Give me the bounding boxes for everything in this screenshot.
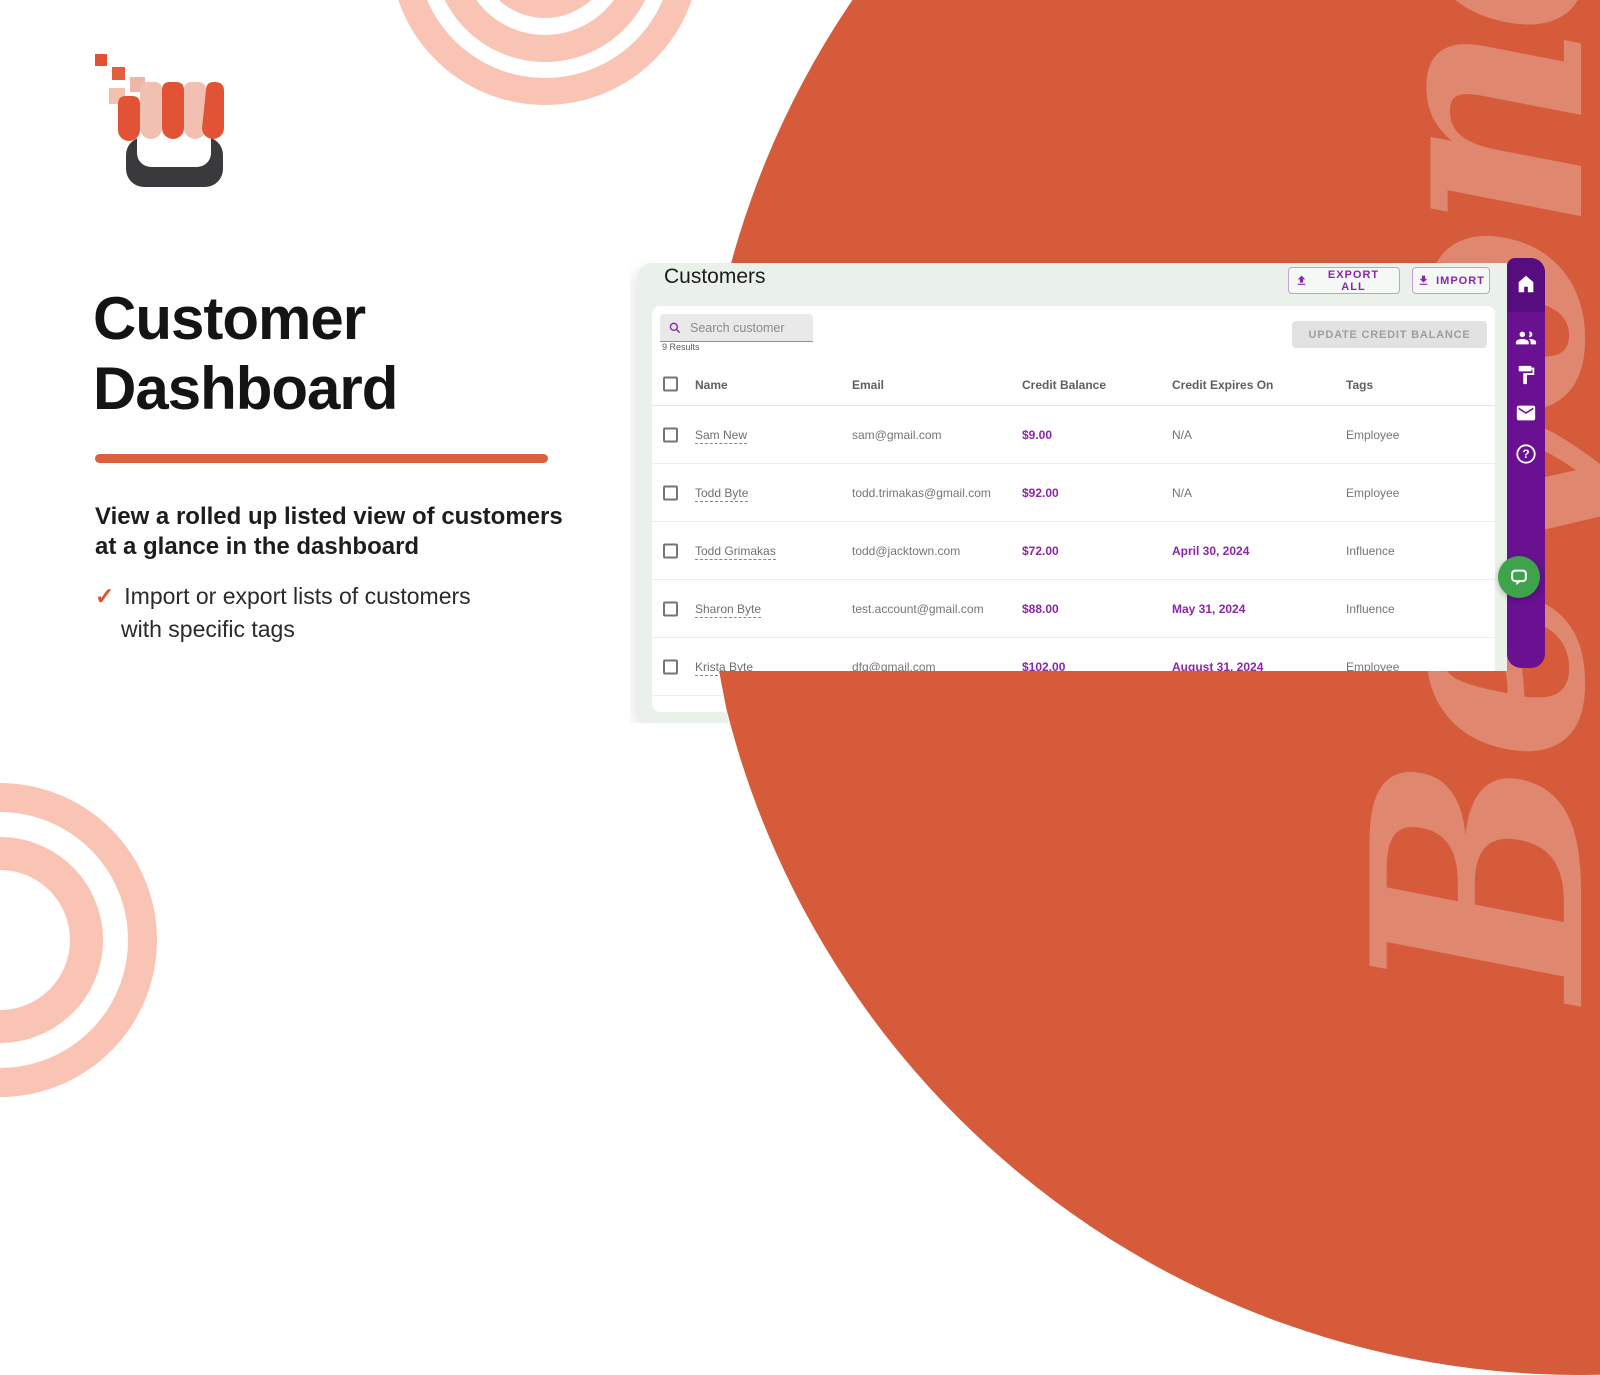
feature-bullet: ✓ Import or export lists of customers wit… [95, 580, 471, 646]
column-header-name: Name [695, 378, 728, 392]
row-checkbox[interactable] [663, 543, 678, 558]
import-button[interactable]: IMPORT [1412, 267, 1490, 294]
export-all-button[interactable]: EXPORT ALL [1288, 267, 1400, 294]
column-header-balance: Credit Balance [1022, 378, 1107, 392]
row-checkbox[interactable] [663, 427, 678, 442]
customer-name-link[interactable]: Todd Byte [695, 485, 749, 502]
upload-icon [1297, 275, 1306, 285]
customer-tag: Influence [1346, 601, 1395, 616]
credit-expires-on: August 31, 2024 [1172, 659, 1264, 674]
paint-roller-icon[interactable] [1515, 364, 1537, 386]
home-icon[interactable] [1515, 273, 1537, 295]
storefront-logo [95, 54, 224, 187]
feature-bullet-text2: with specific tags [121, 616, 295, 642]
page-title-line1: Customer [93, 285, 366, 352]
credit-expires-on: May 31, 2024 [1172, 601, 1246, 616]
credit-expires-on: N/A [1172, 427, 1193, 442]
table-row: Sam New sam@gmail.com $9.00 N/A Employee [652, 405, 1495, 464]
customer-email: sam@gmail.com [852, 427, 942, 442]
results-count: 9 Results [662, 342, 700, 352]
search-field[interactable] [660, 314, 813, 342]
table-row: Todd Byte todd.trimakas@gmail.com $92.00 N/… [652, 464, 1495, 522]
customer-tag: Employee [1346, 427, 1400, 442]
customer-name-link[interactable]: Sharon Byte [695, 601, 762, 618]
page-title: Customer Dashboard [93, 284, 398, 424]
row-checkbox[interactable] [663, 659, 678, 674]
hero-subtitle: View a rolled up listed view of customer… [95, 502, 563, 562]
hero-subtitle-line1: View a rolled up listed view of customer… [95, 503, 563, 530]
table-body: Sam New sam@gmail.com $9.00 N/A Employee Todd… [652, 405, 1495, 696]
credit-balance: $72.00 [1022, 543, 1059, 558]
select-all-checkbox[interactable] [663, 376, 678, 392]
svg-text:?: ? [1522, 447, 1529, 461]
mail-icon[interactable] [1515, 402, 1537, 424]
credit-balance: $92.00 [1022, 485, 1059, 500]
update-credit-balance-button[interactable]: UPDATE CREDIT BALANCE [1292, 321, 1487, 348]
table-row: Sharon Byte test.account@gmail.com $88.00 M… [652, 580, 1495, 638]
page-title-line2: Dashboard [93, 355, 398, 422]
search-input[interactable] [688, 319, 802, 336]
table-header: Name Email Credit Balance Credit Expires… [652, 365, 1495, 405]
people-icon[interactable] [1515, 327, 1537, 349]
credit-expires-on: N/A [1172, 485, 1193, 500]
row-checkbox[interactable] [663, 601, 678, 616]
customer-email: dfg@gmail.com [852, 659, 936, 674]
import-label: IMPORT [1436, 274, 1485, 287]
customer-name-cell: Todd Byte [695, 485, 749, 502]
search-icon [669, 322, 681, 333]
customer-name-link[interactable]: Krista Byte [695, 659, 754, 676]
credit-balance: $9.00 [1022, 427, 1053, 442]
customer-tag: Employee [1346, 485, 1400, 500]
customer-email: test.account@gmail.com [852, 601, 984, 616]
table-row: Todd Grimakas todd@jacktown.com $72.00 Apri… [652, 522, 1495, 580]
credit-expires-on: April 30, 2024 [1172, 543, 1250, 558]
export-all-label: EXPORT ALL [1327, 268, 1380, 293]
feature-bullet-text1: Import or export lists of customers [124, 583, 471, 609]
customer-tag: Employee [1346, 659, 1400, 674]
row-checkbox[interactable] [663, 485, 678, 500]
customer-email: todd.trimakas@gmail.com [852, 485, 991, 500]
credit-balance: $102.00 [1022, 659, 1066, 674]
orange-divider [95, 454, 548, 463]
customers-panel-title: Customers [664, 265, 766, 288]
sidebar-body [1507, 312, 1545, 668]
customer-email: todd@jacktown.com [852, 543, 961, 558]
customer-name-cell: Todd Grimakas [695, 543, 776, 560]
feature-bullet-line1: ✓ Import or export lists of customers [95, 580, 471, 613]
chat-bubble-icon [1511, 569, 1527, 586]
customer-name-link[interactable]: Todd Grimakas [695, 543, 776, 560]
customer-name-cell: Sam New [695, 427, 748, 444]
download-icon [1419, 275, 1428, 285]
customer-tag: Influence [1346, 543, 1395, 558]
table-row: Krista Byte dfg@gmail.com $102.00 August 31… [652, 638, 1495, 696]
customer-name-link[interactable]: Sam New [695, 427, 748, 444]
customer-name-cell: Krista Byte [695, 659, 754, 676]
customers-table-card [652, 306, 1495, 712]
help-icon[interactable]: ? [1515, 443, 1537, 465]
column-header-tags: Tags [1346, 378, 1374, 392]
chat-launcher-button[interactable] [1498, 556, 1540, 598]
check-icon: ✓ [95, 583, 115, 609]
hero-subtitle-line2: at a glance in the dashboard [95, 533, 420, 560]
column-header-expires: Credit Expires On [1172, 378, 1274, 392]
customer-name-cell: Sharon Byte [695, 601, 762, 618]
column-header-email: Email [852, 378, 885, 392]
credit-balance: $88.00 [1022, 601, 1059, 616]
